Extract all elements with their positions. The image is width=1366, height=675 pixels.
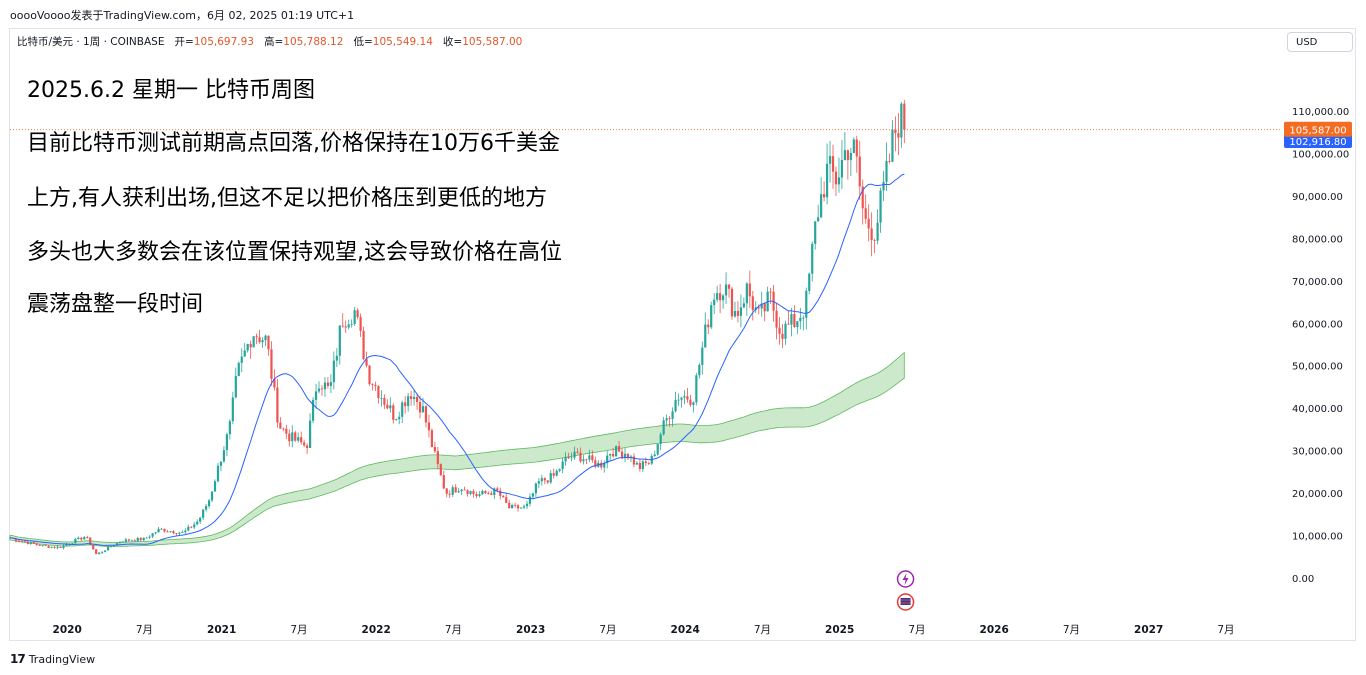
author-line: ooooVoooo发表于TradingView.com，6月 02, 2025 … xyxy=(10,9,355,22)
brand-text: TradingView xyxy=(28,652,96,666)
annotation-title: 2025.6.2 星期一 比特币周图 xyxy=(27,78,315,103)
chart-frame[interactable] xyxy=(9,28,1356,641)
close-value: 105,587.00 xyxy=(462,36,523,48)
open-label: 开= xyxy=(174,36,194,48)
annotation-line-2: 上方,有人获利出场,但这不足以把价格压到更低的地方 xyxy=(27,186,547,211)
annotation-line-1: 目前比特币测试前期高点回落,价格保持在10万6千美金 xyxy=(27,131,560,156)
annotation-line-3: 多头也大多数会在该位置保持观望,这会导致价格在高位 xyxy=(27,240,562,265)
high-label: 高= xyxy=(263,36,284,48)
tradingview-logo-icon: 𝟭𝟳 xyxy=(10,652,26,666)
annotation-line-4: 震荡盘整一段时间 xyxy=(27,292,204,317)
currency-button[interactable]: USD xyxy=(1287,32,1353,52)
high-value: 105,788.12 xyxy=(283,36,344,48)
open-value: 105,697.93 xyxy=(193,36,254,48)
symbol-legend: 比特币/美元 · 1周 · COINBASE 开=105,697.93 高=10… xyxy=(17,34,522,49)
footer-brand[interactable]: 𝟭𝟳 TradingView xyxy=(10,652,95,666)
close-label: 收= xyxy=(442,36,463,48)
symbol-label[interactable]: 比特币/美元 · 1周 · COINBASE xyxy=(17,36,165,48)
low-label: 低= xyxy=(353,36,373,48)
top-bar: ooooVoooo发表于TradingView.com，6月 02, 2025 … xyxy=(0,0,1366,28)
low-value: 105,549.14 xyxy=(372,36,433,48)
